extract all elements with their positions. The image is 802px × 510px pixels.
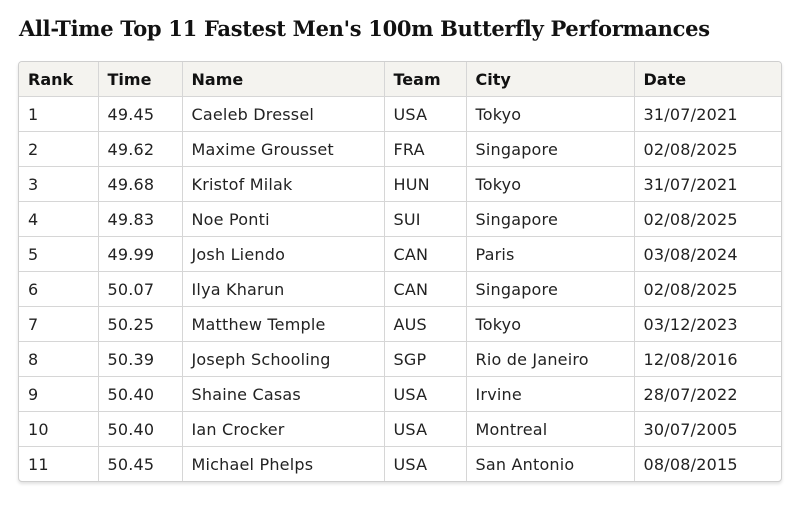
cell-city: Irvine bbox=[466, 376, 635, 412]
table-row: 11 50.45 Michael Phelps USA San Antonio 08/08… bbox=[19, 446, 781, 481]
column-header-time: Time bbox=[98, 62, 183, 97]
table-row: 7 50.25 Matthew Temple AUS Tokyo 03/12/2023 bbox=[19, 306, 781, 342]
cell-date: 30/07/2005 bbox=[634, 411, 781, 447]
cell-time: 50.40 bbox=[98, 411, 183, 447]
cell-team: USA bbox=[384, 411, 467, 447]
cell-team: USA bbox=[384, 96, 467, 132]
cell-name: Shaine Casas bbox=[182, 376, 385, 412]
cell-team: FRA bbox=[384, 131, 467, 167]
cell-team: CAN bbox=[384, 236, 467, 272]
cell-rank: 1 bbox=[19, 96, 99, 132]
cell-rank: 5 bbox=[19, 236, 99, 272]
cell-name: Josh Liendo bbox=[182, 236, 385, 272]
cell-team: HUN bbox=[384, 166, 467, 202]
cell-city: Tokyo bbox=[466, 96, 635, 132]
cell-rank: 9 bbox=[19, 376, 99, 412]
cell-rank: 7 bbox=[19, 306, 99, 342]
cell-rank: 11 bbox=[19, 446, 99, 481]
column-header-city: City bbox=[466, 62, 635, 97]
cell-city: Montreal bbox=[466, 411, 635, 447]
cell-date: 02/08/2025 bbox=[634, 271, 781, 307]
table-row: 5 49.99 Josh Liendo CAN Paris 03/08/2024 bbox=[19, 236, 781, 272]
cell-city: Singapore bbox=[466, 271, 635, 307]
header-row: Rank Time Name Team City Date bbox=[19, 62, 781, 97]
cell-time: 50.39 bbox=[98, 341, 183, 377]
table-row: 4 49.83 Noe Ponti SUI Singapore 02/08/2025 bbox=[19, 201, 781, 237]
cell-date: 03/08/2024 bbox=[634, 236, 781, 272]
cell-date: 02/08/2025 bbox=[634, 131, 781, 167]
cell-team: SGP bbox=[384, 341, 467, 377]
column-header-rank: Rank bbox=[19, 62, 99, 97]
table-row: 2 49.62 Maxime Grousset FRA Singapore 02/08/2… bbox=[19, 131, 781, 167]
cell-team: SUI bbox=[384, 201, 467, 237]
cell-city: Tokyo bbox=[466, 166, 635, 202]
cell-date: 02/08/2025 bbox=[634, 201, 781, 237]
cell-date: 31/07/2021 bbox=[634, 166, 781, 202]
cell-time: 49.68 bbox=[98, 166, 183, 202]
cell-city: San Antonio bbox=[466, 446, 635, 481]
cell-name: Joseph Schooling bbox=[182, 341, 385, 377]
cell-rank: 4 bbox=[19, 201, 99, 237]
cell-name: Maxime Grousset bbox=[182, 131, 385, 167]
cell-team: USA bbox=[384, 446, 467, 481]
table-row: 9 50.40 Shaine Casas USA Irvine 28/07/2022 bbox=[19, 376, 781, 412]
table-row: 1 49.45 Caeleb Dressel USA Tokyo 31/07/2021 bbox=[19, 96, 781, 132]
cell-time: 49.83 bbox=[98, 201, 183, 237]
cell-name: Caeleb Dressel bbox=[182, 96, 385, 132]
cell-team: CAN bbox=[384, 271, 467, 307]
cell-city: Rio de Janeiro bbox=[466, 341, 635, 377]
table-header: Rank Time Name Team City Date bbox=[19, 62, 781, 97]
cell-rank: 10 bbox=[19, 411, 99, 447]
table-row: 3 49.68 Kristof Milak HUN Tokyo 31/07/2021 bbox=[19, 166, 781, 202]
column-header-date: Date bbox=[634, 62, 781, 97]
cell-time: 50.40 bbox=[98, 376, 183, 412]
column-header-name: Name bbox=[182, 62, 385, 97]
cell-city: Paris bbox=[466, 236, 635, 272]
cell-date: 28/07/2022 bbox=[634, 376, 781, 412]
cell-name: Kristof Milak bbox=[182, 166, 385, 202]
page-title: All-Time Top 11 Fastest Men's 100m Butte… bbox=[19, 16, 710, 41]
cell-time: 50.07 bbox=[98, 271, 183, 307]
cell-city: Tokyo bbox=[466, 306, 635, 342]
cell-rank: 8 bbox=[19, 341, 99, 377]
cell-city: Singapore bbox=[466, 201, 635, 237]
table-row: 10 50.40 Ian Crocker USA Montreal 30/07/2005 bbox=[19, 411, 781, 447]
cell-time: 50.45 bbox=[98, 446, 183, 481]
column-header-team: Team bbox=[384, 62, 467, 97]
cell-date: 12/08/2016 bbox=[634, 341, 781, 377]
cell-time: 49.99 bbox=[98, 236, 183, 272]
cell-team: USA bbox=[384, 376, 467, 412]
cell-name: Ilya Kharun bbox=[182, 271, 385, 307]
cell-rank: 2 bbox=[19, 131, 99, 167]
cell-time: 49.62 bbox=[98, 131, 183, 167]
cell-city: Singapore bbox=[466, 131, 635, 167]
cell-time: 49.45 bbox=[98, 96, 183, 132]
cell-name: Ian Crocker bbox=[182, 411, 385, 447]
cell-name: Matthew Temple bbox=[182, 306, 385, 342]
table-row: 8 50.39 Joseph Schooling SGP Rio de Janeiro 1… bbox=[19, 341, 781, 377]
cell-time: 50.25 bbox=[98, 306, 183, 342]
cell-name: Noe Ponti bbox=[182, 201, 385, 237]
results-table-container: Rank Time Name Team City Date 1 49.45 Cael… bbox=[18, 61, 782, 482]
cell-team: AUS bbox=[384, 306, 467, 342]
table-body: 1 49.45 Caeleb Dressel USA Tokyo 31/07/2021 2 4… bbox=[19, 96, 781, 481]
cell-name: Michael Phelps bbox=[182, 446, 385, 481]
table-row: 6 50.07 Ilya Kharun CAN Singapore 02/08/2025 bbox=[19, 271, 781, 307]
results-table: Rank Time Name Team City Date 1 49.45 Cael… bbox=[19, 62, 781, 481]
cell-date: 03/12/2023 bbox=[634, 306, 781, 342]
cell-date: 31/07/2021 bbox=[634, 96, 781, 132]
cell-date: 08/08/2015 bbox=[643, 454, 738, 474]
cell-rank: 6 bbox=[19, 271, 99, 307]
cell-rank: 3 bbox=[19, 166, 99, 202]
